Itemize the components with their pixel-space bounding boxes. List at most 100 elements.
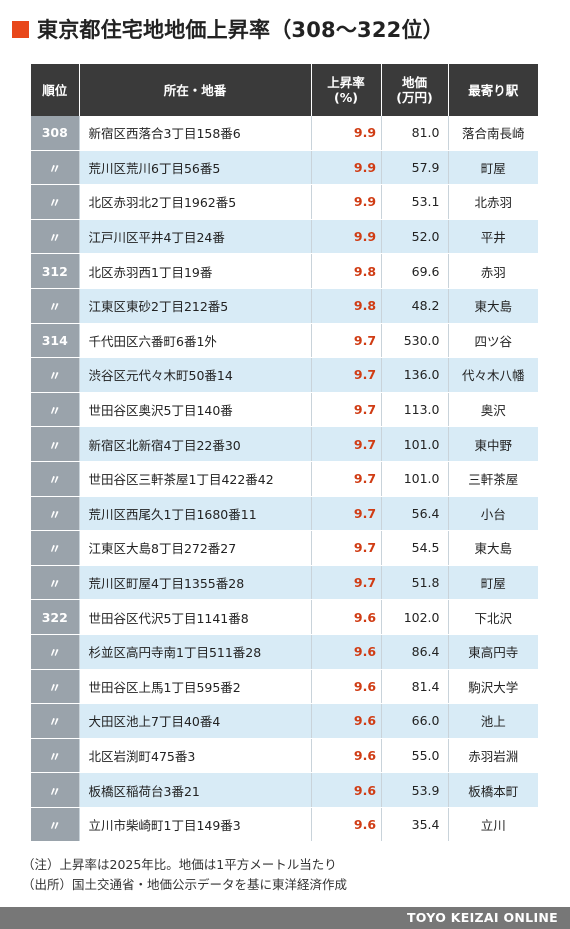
header-rise: 上昇率 (%) [311,64,382,116]
address-cell: 大田区池上7丁目40番4 [78,703,311,739]
station-cell: 落合南長崎 [447,116,538,151]
rise-cell: 9.6 [310,634,381,670]
rank-cell: 314 [31,323,79,359]
rank-cell: 〃 [31,392,79,428]
station-cell: 小台 [447,496,538,532]
rank-cell: 〃 [31,703,79,739]
table-row: 〃荒川区荒川6丁目56番5 9.9 57.9 町屋 [31,150,538,186]
rise-cell: 9.9 [310,219,381,255]
address-cell: 杉並区高円寺南1丁目511番28 [78,634,311,670]
header-address: 所在・地番 [79,64,312,116]
price-cell: 81.4 [380,669,448,705]
rank-cell: 〃 [31,184,79,220]
header-station: 最寄り駅 [448,64,538,116]
rank-cell: 〃 [31,738,79,774]
page-title: 東京都住宅地地価上昇率（308〜322位） [37,18,444,42]
price-cell: 81.0 [380,116,448,151]
table-row: 〃荒川区町屋4丁目1355番28 9.7 51.8 町屋 [31,565,538,601]
address-cell: 北区赤羽北2丁目1962番5 [78,184,311,220]
price-cell: 53.1 [380,184,448,220]
rank-cell: 〃 [31,357,79,393]
station-cell: 奥沢 [447,392,538,428]
rank-cell: 〃 [31,496,79,532]
price-cell: 113.0 [380,392,448,428]
rise-cell: 9.6 [310,738,381,774]
rank-cell: 〃 [31,565,79,601]
rise-cell: 9.9 [310,150,381,186]
rise-cell: 9.6 [310,669,381,705]
rise-cell: 9.7 [310,565,381,601]
price-cell: 54.5 [380,530,448,566]
station-cell: 町屋 [447,150,538,186]
table-row: 〃江東区東砂2丁目212番5 9.8 48.2 東大島 [31,288,538,324]
station-cell: 三軒茶屋 [447,461,538,497]
table-row: 308 新宿区西落合3丁目158番6 9.9 81.0 落合南長崎 [31,116,538,151]
rank-cell: 〃 [31,807,79,843]
rank-cell: 〃 [31,219,79,255]
rise-cell: 9.9 [310,116,381,151]
address-cell: 世田谷区奥沢5丁目140番 [78,392,311,428]
rise-cell: 9.6 [310,807,381,843]
rank-cell: 〃 [31,461,79,497]
header-rise-line2: (%) [334,90,358,105]
rise-cell: 9.6 [310,772,381,808]
address-cell: 江東区東砂2丁目212番5 [78,288,311,324]
price-cell: 57.9 [380,150,448,186]
price-cell: 102.0 [380,599,448,635]
address-cell: 立川市柴崎町1丁目149番3 [78,807,311,843]
station-cell: 東高円寺 [447,634,538,670]
rise-cell: 9.6 [310,599,381,635]
rise-cell: 9.7 [310,323,381,359]
table-row: 〃大田区池上7丁目40番4 9.6 66.0 池上 [31,703,538,739]
station-cell: 北赤羽 [447,184,538,220]
station-cell: 東中野 [447,426,538,462]
price-cell: 53.9 [380,772,448,808]
address-cell: 江東区大島8丁目272番27 [78,530,311,566]
station-cell: 駒沢大学 [447,669,538,705]
price-cell: 55.0 [380,738,448,774]
table-row: 〃杉並区高円寺南1丁目511番28 9.6 86.4 東高円寺 [31,634,538,670]
address-cell: 世田谷区代沢5丁目1141番8 [78,599,311,635]
rank-cell: 〃 [31,150,79,186]
footer-bar: TOYO KEIZAI ONLINE [0,907,570,929]
rank-cell: 308 [31,116,79,151]
price-cell: 51.8 [380,565,448,601]
address-cell: 世田谷区三軒茶屋1丁目422番42 [78,461,311,497]
rise-cell: 9.7 [310,496,381,532]
rank-cell: 〃 [31,669,79,705]
rank-cell: 〃 [31,426,79,462]
address-cell: 渋谷区元代々木町50番14 [78,357,311,393]
rise-cell: 9.7 [310,357,381,393]
table-row: 〃荒川区西尾久1丁目1680番11 9.7 56.4 小台 [31,496,538,532]
header-price: 地価 (万円) [381,64,449,116]
station-cell: 町屋 [447,565,538,601]
price-cell: 69.6 [380,253,448,289]
price-cell: 101.0 [380,426,448,462]
price-cell: 530.0 [380,323,448,359]
station-cell: 代々木八幡 [447,357,538,393]
header-price-line1: 地価 [401,75,427,90]
table-row: 〃江戸川区平井4丁目24番 9.9 52.0 平井 [31,219,538,255]
header-rise-line1: 上昇率 [327,75,365,90]
station-cell: 四ツ谷 [447,323,538,359]
table-row: 〃世田谷区上馬1丁目595番2 9.6 81.4 駒沢大学 [31,669,538,705]
rank-cell: 〃 [31,288,79,324]
price-cell: 35.4 [380,807,448,843]
address-cell: 江戸川区平井4丁目24番 [78,219,311,255]
rise-cell: 9.7 [310,530,381,566]
table-row: 〃北区赤羽北2丁目1962番5 9.9 53.1 北赤羽 [31,184,538,220]
address-cell: 板橋区稲荷台3番21 [78,772,311,808]
address-cell: 北区岩渕町475番3 [78,738,311,774]
price-cell: 52.0 [380,219,448,255]
rise-cell: 9.8 [310,288,381,324]
table-row: 312 北区赤羽西1丁目19番 9.8 69.6 赤羽 [31,253,538,289]
table-row: 〃世田谷区奥沢5丁目140番 9.7 113.0 奥沢 [31,392,538,428]
station-cell: 東大島 [447,288,538,324]
ranking-table: 順位 所在・地番 上昇率 (%) 地価 (万円) 最寄り駅 308 新宿区西落合3… [31,64,538,843]
rise-cell: 9.7 [310,461,381,497]
station-cell: 平井 [447,219,538,255]
title-square-icon [12,20,29,38]
rise-cell: 9.7 [310,426,381,462]
table-row: 〃新宿区北新宿4丁目22番30 9.7 101.0 東中野 [31,426,538,462]
address-cell: 千代田区六番町6番1外 [78,323,311,359]
